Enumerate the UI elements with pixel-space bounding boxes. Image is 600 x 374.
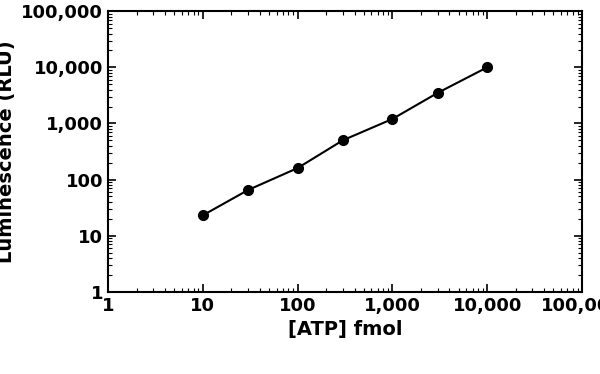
X-axis label: [ATP] fmol: [ATP] fmol bbox=[288, 320, 402, 339]
Y-axis label: Luminescence (RLU): Luminescence (RLU) bbox=[0, 40, 16, 263]
